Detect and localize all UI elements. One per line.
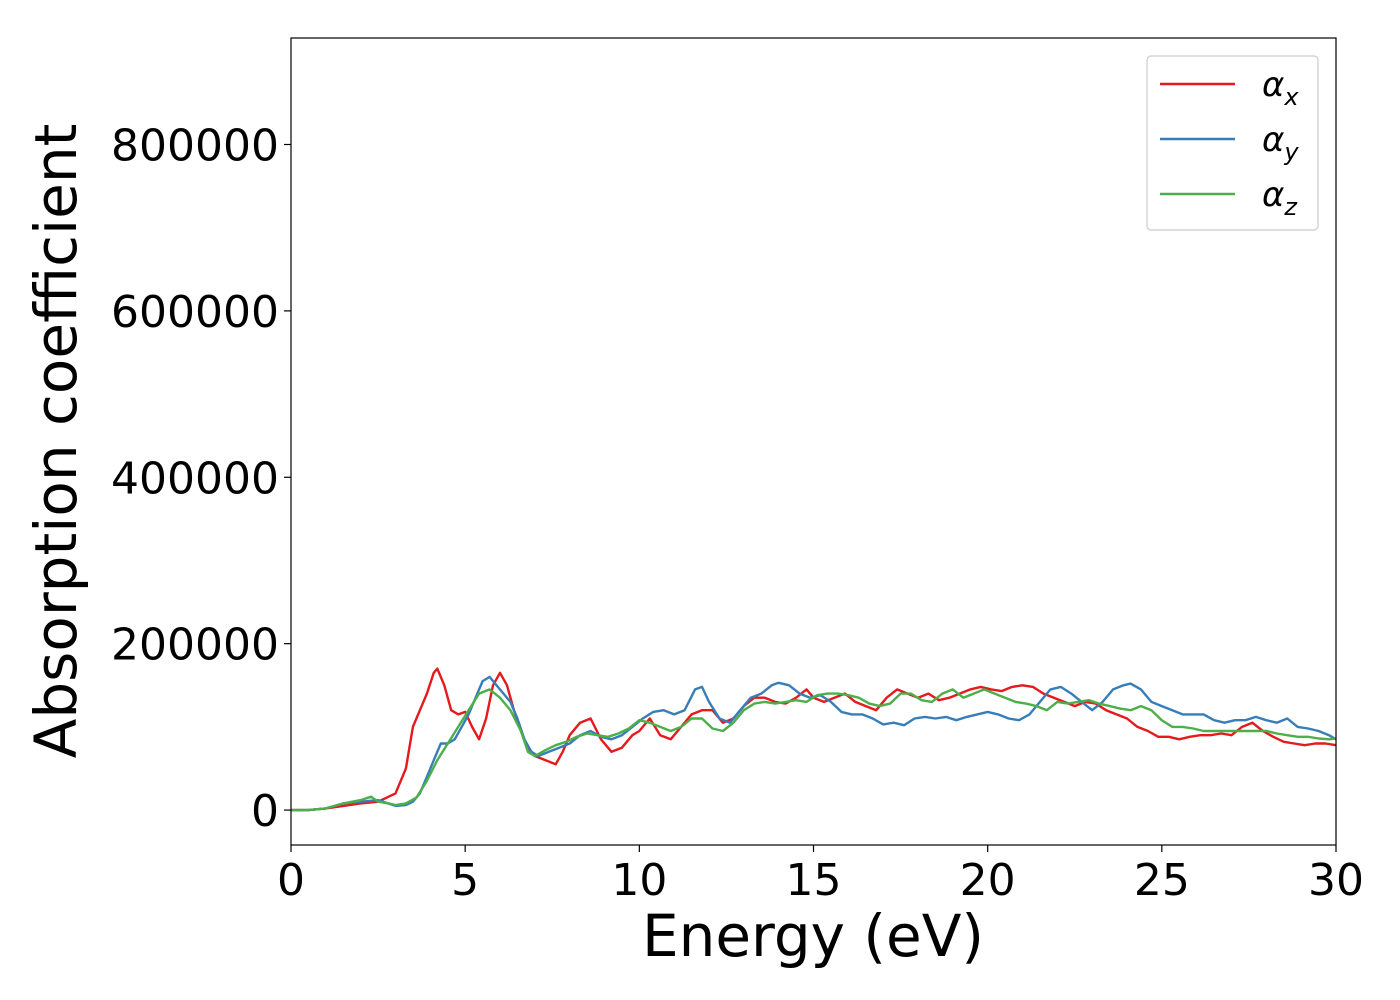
series-line-z [291,688,1337,812]
series-line-y [291,675,1337,812]
series-layer [291,667,1337,812]
y-tick-label: 0 [251,786,279,837]
y-tick-label: 400000 [111,453,279,504]
x-axis-label: Energy (eV) [642,902,984,970]
legend-label-y: αy [1262,120,1299,166]
y-axis-ticks: 0 200000 400000 600000 800000 [111,120,291,837]
legend-label-x: αx [1262,65,1299,111]
x-tick-label: 30 [1308,855,1364,906]
x-tick-label: 0 [277,855,305,906]
x-tick-label: 20 [960,855,1016,906]
legend: αx αy αz [1146,55,1319,231]
legend-box [1146,55,1319,231]
x-tick-label: 25 [1134,855,1190,906]
y-tick-label: 800000 [111,120,279,171]
y-axis-label: Absorption coefficient [22,124,90,759]
series-line-x [291,667,1337,812]
x-tick-label: 5 [451,855,479,906]
x-tick-label: 10 [611,855,667,906]
y-tick-label: 200000 [111,620,279,671]
x-tick-label: 15 [786,855,842,906]
legend-label-z: αz [1262,175,1298,221]
y-tick-label: 600000 [111,287,279,338]
x-axis-ticks: 0 5 10 15 20 25 30 [277,845,1364,906]
